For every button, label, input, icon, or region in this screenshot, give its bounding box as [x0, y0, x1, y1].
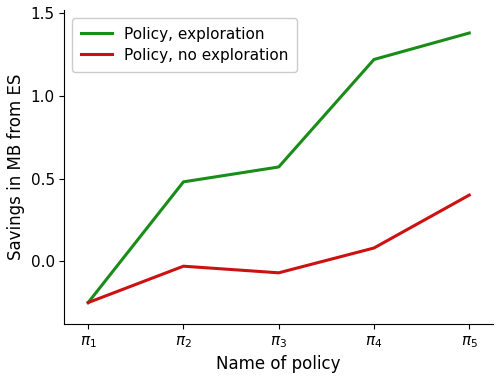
- Policy, exploration: [371, 57, 377, 62]
- Line: Policy, no exploration: Policy, no exploration: [88, 195, 469, 302]
- Policy, no exploration: [371, 246, 377, 250]
- Line: Policy, exploration: Policy, exploration: [88, 33, 469, 302]
- Policy, no exploration: [276, 271, 281, 275]
- Y-axis label: Savings in MB from ES: Savings in MB from ES: [7, 74, 25, 260]
- X-axis label: Name of policy: Name of policy: [216, 355, 341, 373]
- Policy, exploration: [466, 31, 472, 35]
- Policy, exploration: [180, 180, 186, 184]
- Policy, no exploration: [85, 300, 91, 305]
- Policy, no exploration: [180, 264, 186, 269]
- Policy, exploration: [85, 300, 91, 305]
- Policy, no exploration: [466, 193, 472, 197]
- Policy, exploration: [276, 165, 281, 169]
- Legend: Policy, exploration, Policy, no exploration: Policy, exploration, Policy, no explorat…: [72, 17, 298, 72]
